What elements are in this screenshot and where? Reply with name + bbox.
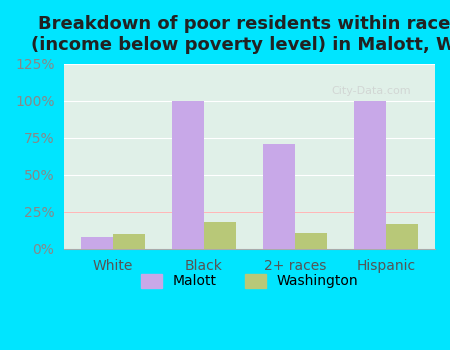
Title: Breakdown of poor residents within races
(income below poverty level) in Malott,: Breakdown of poor residents within races…	[31, 15, 450, 54]
Bar	[386, 224, 418, 249]
Bar	[204, 222, 236, 249]
Bar	[172, 101, 204, 249]
Bar	[113, 234, 145, 249]
Text: City-Data.com: City-Data.com	[331, 86, 411, 96]
Bar	[355, 101, 386, 249]
Bar	[263, 144, 295, 249]
Bar	[81, 237, 113, 249]
Legend: Malott, Washington: Malott, Washington	[135, 268, 364, 294]
Bar	[295, 233, 327, 249]
